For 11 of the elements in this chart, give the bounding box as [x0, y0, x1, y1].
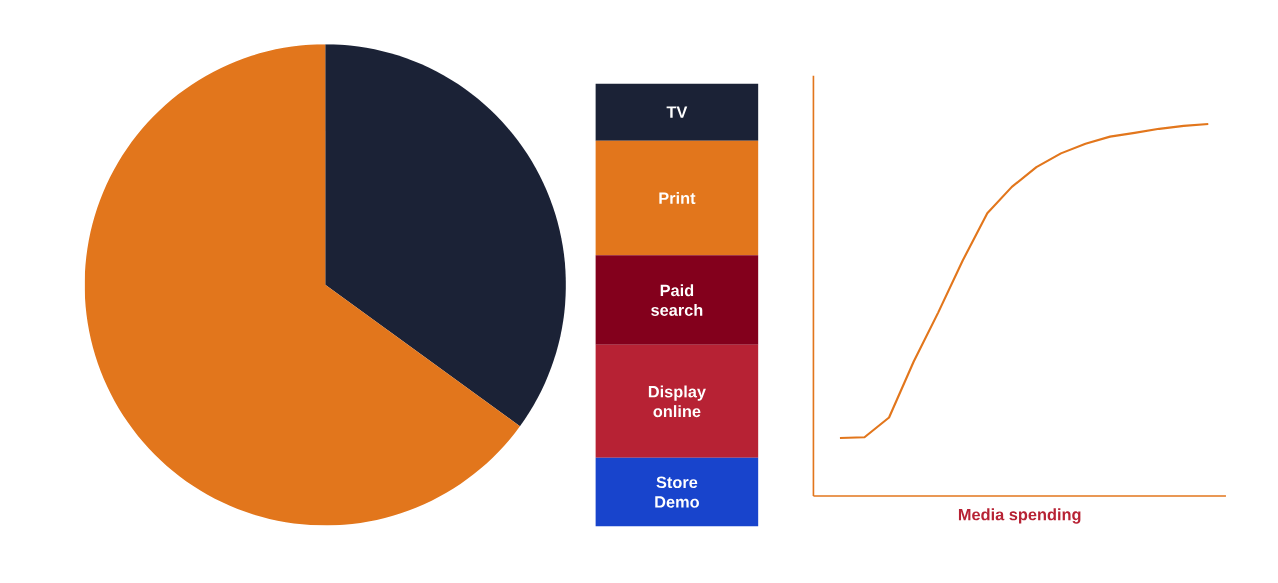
series-label: Store Demo [655, 476, 700, 508]
bar [595, 140, 759, 256]
series-label: TV [666, 106, 688, 118]
series-label: Display online [648, 385, 706, 417]
series-label: Paid search [651, 284, 703, 316]
series-label: Print [659, 191, 696, 204]
bar [595, 83, 759, 141]
bar [595, 344, 759, 458]
bar [595, 255, 759, 345]
bar [595, 457, 759, 527]
x-axis-title: Media spending [958, 508, 1081, 524]
